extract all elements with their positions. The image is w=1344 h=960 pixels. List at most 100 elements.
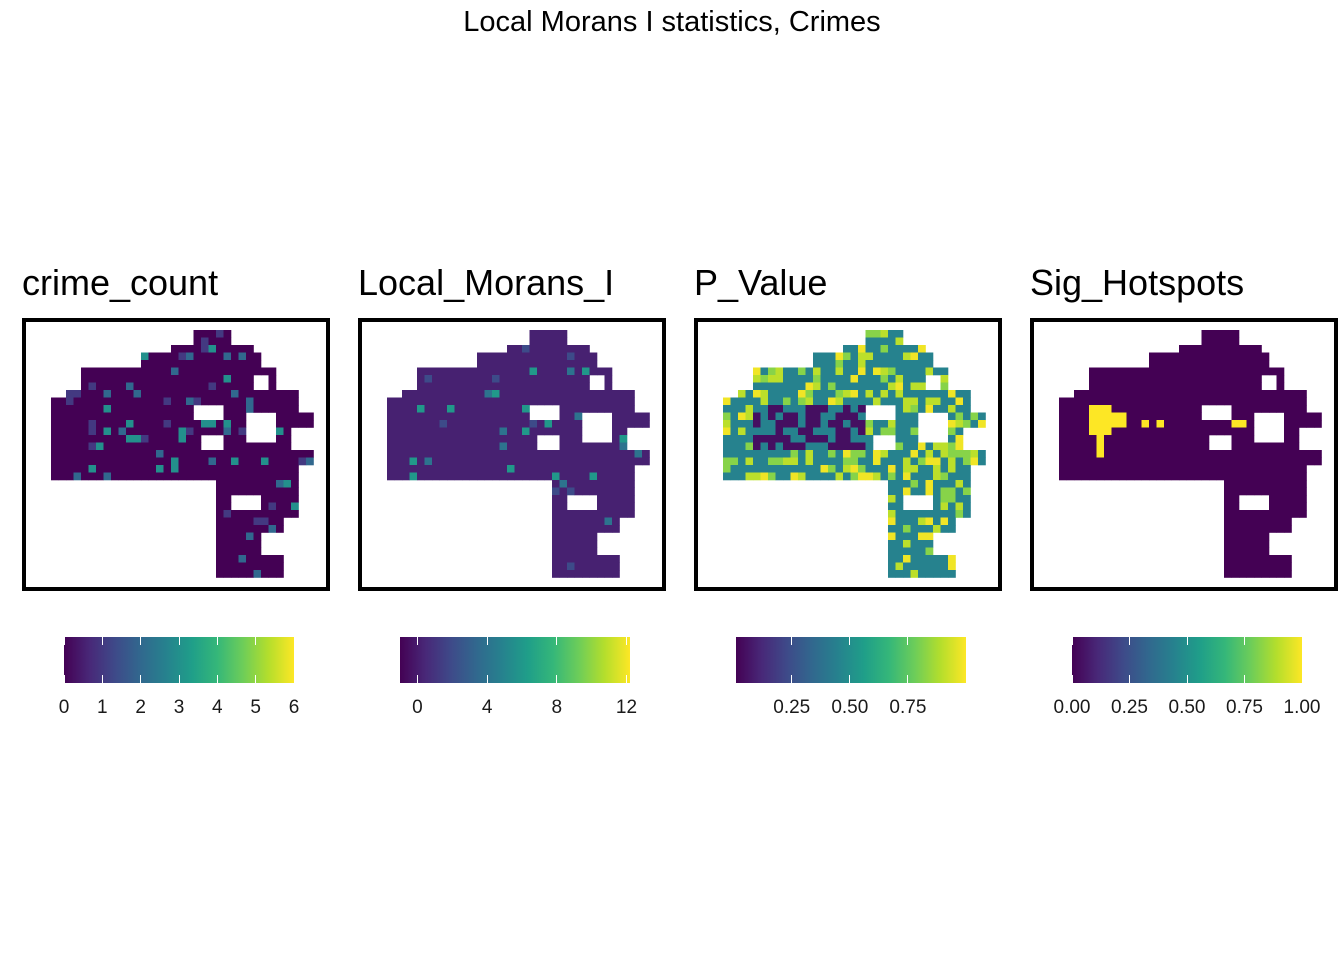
map-cell — [820, 375, 829, 383]
map-cell — [1186, 360, 1195, 368]
map-cell — [246, 525, 254, 533]
map-cell — [223, 442, 232, 451]
map-cell — [1216, 360, 1225, 368]
map-cell — [1126, 442, 1135, 451]
map-cell — [1104, 465, 1112, 473]
map-cell — [1171, 442, 1180, 451]
map-cell — [88, 450, 97, 458]
map-cell — [858, 435, 866, 443]
map-cell — [268, 405, 277, 413]
map-cell — [1276, 517, 1285, 526]
map-cell — [619, 472, 628, 481]
map-cell — [843, 427, 851, 436]
map-cell — [544, 360, 553, 368]
map-cell — [439, 420, 448, 428]
map-cell — [1194, 465, 1202, 473]
map-cell — [552, 570, 560, 578]
map-cell — [1141, 442, 1150, 451]
map-cell — [1246, 562, 1255, 571]
map-cell — [283, 495, 292, 503]
map-cell — [910, 390, 919, 398]
map-cell — [1231, 390, 1240, 398]
map-cell — [507, 420, 515, 428]
map-cell — [813, 457, 821, 466]
map-cell — [96, 442, 104, 451]
map-cell — [1201, 457, 1210, 466]
map-cell — [582, 555, 590, 563]
map-cell — [276, 480, 284, 488]
map-cell — [96, 390, 104, 398]
map-cell — [477, 352, 485, 361]
map-cell — [910, 382, 919, 391]
map-cell — [529, 427, 538, 436]
map-cell — [58, 427, 67, 436]
map-cell — [469, 427, 478, 436]
map-cell — [790, 465, 799, 473]
map-cell — [948, 420, 956, 428]
map-cell — [925, 472, 934, 481]
map-cell — [918, 457, 926, 466]
map-cell — [745, 465, 754, 473]
map-cell — [1261, 525, 1270, 533]
map-cell — [96, 427, 104, 436]
map-cell — [246, 517, 254, 526]
map-cell — [730, 450, 739, 458]
map-cell — [291, 472, 299, 481]
map-cell — [499, 412, 508, 421]
map-cell — [582, 547, 590, 556]
map-cell — [604, 525, 613, 533]
map-cell — [231, 547, 239, 556]
map-cell — [469, 375, 478, 383]
map-cell — [1231, 532, 1240, 541]
map-cell — [753, 390, 761, 398]
map-cell — [163, 435, 172, 443]
map-cell — [223, 352, 232, 361]
map-cell — [933, 390, 941, 398]
map-cell — [231, 562, 239, 571]
map-cell — [858, 405, 866, 413]
map-cell — [798, 427, 806, 436]
map-cell — [454, 390, 463, 398]
map-cell — [582, 570, 590, 578]
map-cell — [1194, 420, 1202, 428]
map-cell — [933, 397, 941, 406]
map-cell — [1306, 457, 1315, 466]
map-cell — [492, 352, 500, 361]
map-cell — [1254, 510, 1262, 518]
map-cell — [880, 457, 889, 466]
map-cell — [865, 472, 874, 481]
map-cell — [790, 427, 799, 436]
map-cell — [619, 390, 628, 398]
map-cell — [178, 345, 187, 353]
map-cell — [507, 382, 515, 391]
map-cell — [723, 465, 731, 473]
map-cell — [261, 480, 269, 488]
map-cell — [1074, 472, 1082, 481]
map-cell — [537, 375, 545, 383]
map-cell — [948, 570, 956, 578]
map-cell — [1119, 390, 1127, 398]
map-cell — [627, 495, 635, 503]
map-cell — [828, 397, 836, 406]
map-cell — [1209, 382, 1217, 391]
map-cell — [895, 352, 904, 361]
map-cell — [903, 510, 911, 518]
map-cell — [186, 450, 194, 458]
map-cell — [58, 397, 67, 406]
map-cell — [253, 397, 262, 406]
map-cell — [903, 480, 911, 488]
map-cell — [529, 360, 538, 368]
map-cell — [1119, 382, 1127, 391]
map-cell — [231, 570, 239, 578]
map-cell — [918, 555, 926, 563]
map-cell — [604, 390, 613, 398]
map-cell — [253, 517, 262, 526]
map-cell — [1074, 397, 1082, 406]
map-cell — [1284, 555, 1292, 563]
map-cell — [1254, 487, 1262, 496]
map-cell — [910, 487, 919, 496]
map-cell — [604, 472, 613, 481]
map-cell — [208, 337, 217, 346]
map-cell — [589, 360, 598, 368]
map-cell — [462, 465, 470, 473]
